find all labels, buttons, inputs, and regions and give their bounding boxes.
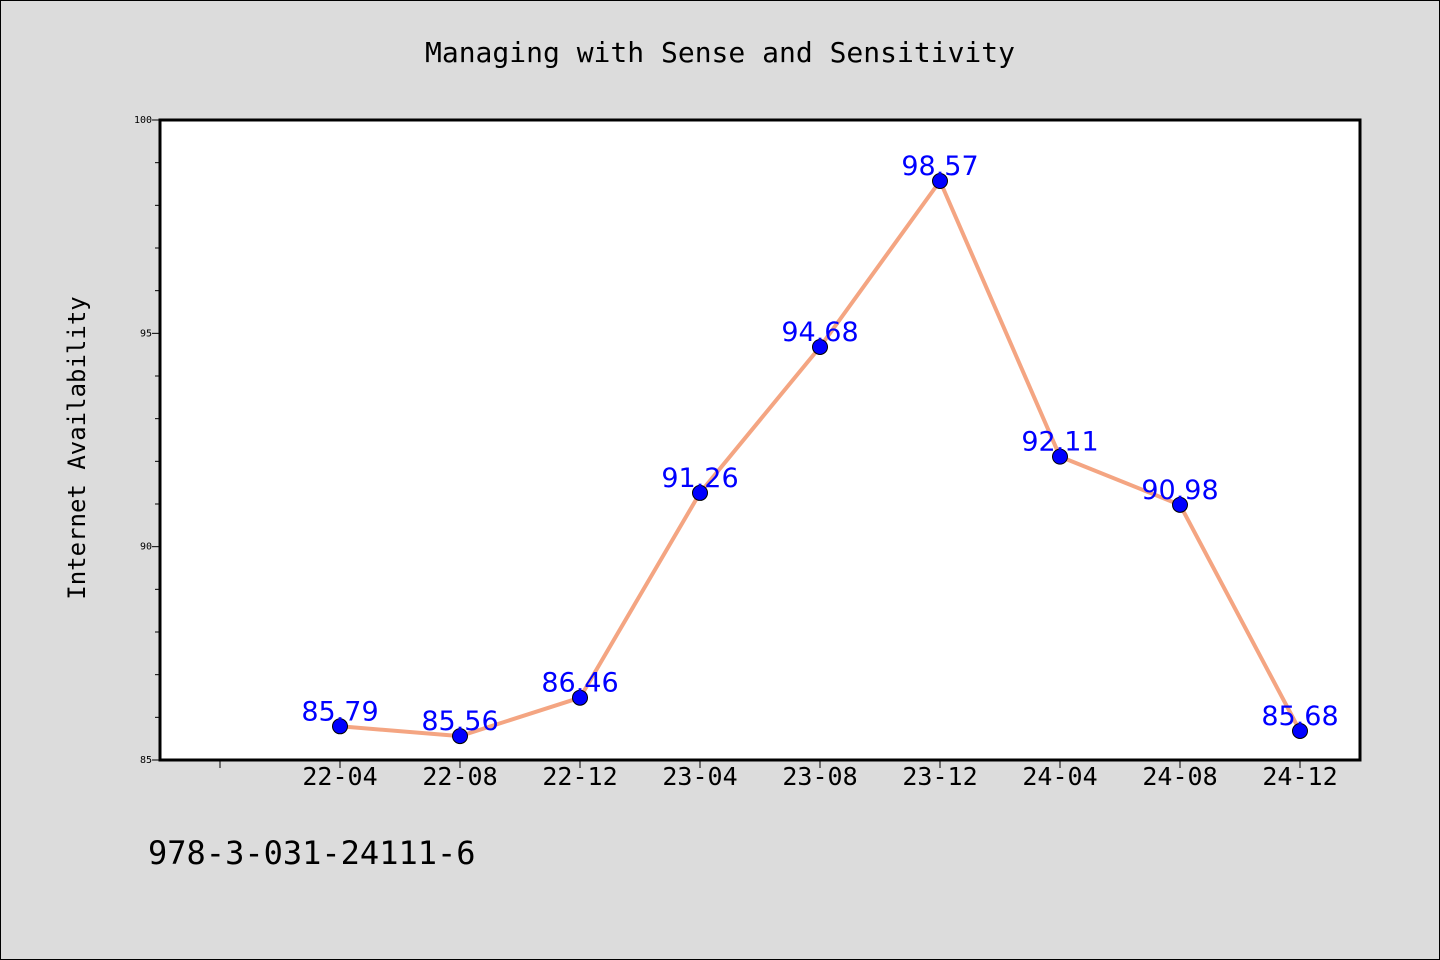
y-tick-label: 90 — [140, 542, 152, 553]
data-label: 85.56 — [421, 706, 498, 737]
y-tick-label: 95 — [140, 328, 152, 339]
series-layer — [332, 173, 1308, 745]
data-point — [1292, 722, 1308, 739]
y-tick-label: 100 — [134, 115, 152, 126]
data-label: 92.11 — [1021, 427, 1098, 458]
data-labels: 85.79 85.56 86.46 91.26 94.68 98.57 92.11 90.98… — [301, 151, 1338, 737]
data-label: 86.46 — [541, 668, 618, 699]
data-point — [452, 728, 468, 745]
x-tick-label: 22-08 — [422, 762, 497, 791]
y-tick-label: 85 — [140, 755, 152, 766]
data-point — [1172, 496, 1188, 513]
data-point — [812, 338, 828, 355]
data-label: 85.68 — [1261, 701, 1338, 732]
data-label: 94.68 — [781, 317, 858, 348]
data-label: 98.57 — [901, 151, 978, 182]
data-label: 91.26 — [661, 463, 738, 494]
y-axis-label: Internet Availability — [63, 296, 91, 599]
data-label: 90.98 — [1141, 475, 1218, 506]
axes: 85 90 95 100 22-04 22-08 22-12 23-04 23-08 23-12 2… — [134, 115, 1338, 791]
x-tick-label: 23-12 — [902, 762, 977, 791]
x-tick-label: 24-12 — [1262, 762, 1337, 791]
x-tick-label: 22-12 — [542, 762, 617, 791]
data-point — [692, 484, 708, 501]
data-label: 85.79 — [301, 696, 378, 727]
chart-title: Managing with Sense and Sensitivity — [425, 36, 1015, 69]
x-tick-label: 24-08 — [1142, 762, 1217, 791]
x-tick-label: 23-08 — [782, 762, 857, 791]
plot-area — [158, 118, 1362, 762]
data-point — [332, 718, 348, 735]
data-point — [572, 689, 588, 706]
x-tick-label: 24-04 — [1022, 762, 1097, 791]
x-tick-label: 23-04 — [662, 762, 737, 791]
data-point — [932, 173, 948, 190]
data-point — [1052, 448, 1068, 465]
x-tick-label: 22-04 — [302, 762, 377, 791]
footer-isbn: 978-3-031-24111-6 — [148, 834, 476, 872]
